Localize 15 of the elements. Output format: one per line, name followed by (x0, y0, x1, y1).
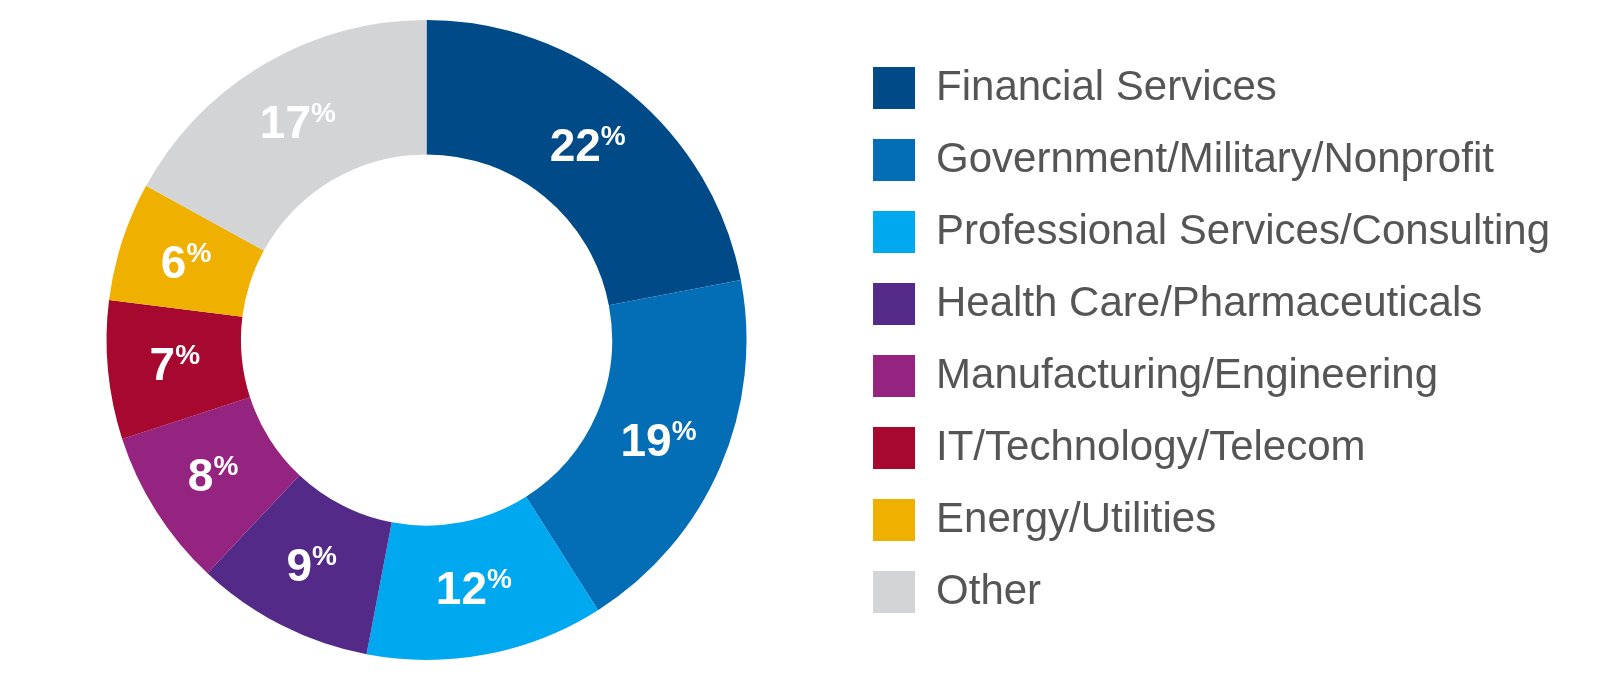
legend-label: Other (936, 565, 1042, 613)
data-label: 6% (160, 235, 212, 288)
legend-label: Energy/Utilities (936, 493, 1217, 541)
data-label: 19% (620, 414, 697, 467)
data-label: 8% (187, 449, 239, 502)
data-label: 7% (149, 337, 201, 390)
legend-label: Professional Services/Consulting (936, 205, 1551, 253)
legend-label: Health Care/Pharmaceuticals (936, 277, 1483, 325)
data-label: 9% (286, 539, 338, 592)
legend-label: Government/Military/Nonprofit (936, 133, 1495, 181)
legend-label: Financial Services (936, 61, 1277, 109)
legend-label: Manufacturing/Engineering (936, 349, 1439, 397)
legend-label: IT/Technology/Telecom (936, 421, 1366, 469)
data-label: 22% (549, 119, 626, 172)
data-label: 12% (435, 562, 513, 615)
